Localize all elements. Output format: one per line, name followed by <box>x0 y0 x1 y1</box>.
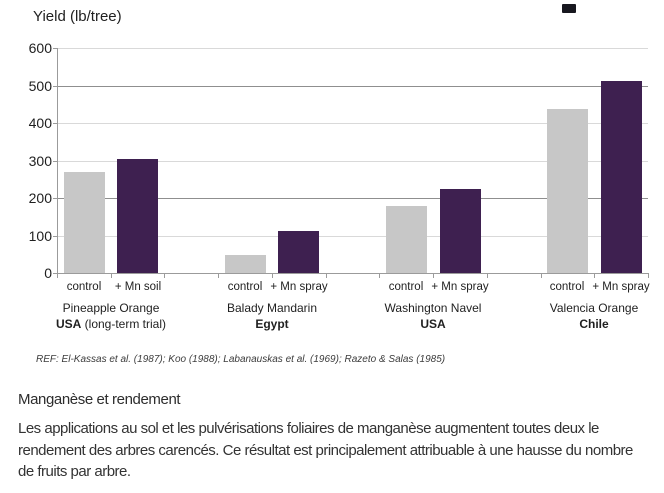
x-tick-mark-5 <box>326 274 327 278</box>
gridline-200 <box>57 198 648 199</box>
y-tick-label-0: 0 <box>44 265 52 281</box>
country-name: Egypt <box>255 317 289 331</box>
bar-balady-mandarin-control <box>225 255 266 273</box>
x-tick-mark-0 <box>57 274 58 278</box>
x-tick-mark-8 <box>487 274 488 278</box>
chart-reference: REF: El-Kassas et al. (1987); Koo (1988)… <box>36 354 446 365</box>
bar-label-0-0: control <box>66 281 102 293</box>
bar-label-1-1: + Mn spray <box>270 281 328 293</box>
country-name: USA <box>55 317 82 331</box>
gridline-100 <box>57 236 648 237</box>
y-tick-mark-0 <box>53 273 57 274</box>
y-tick-label-400: 400 <box>28 115 52 131</box>
y-tick-label-300: 300 <box>28 153 52 169</box>
variety-label-2: Washington Navel <box>384 301 482 315</box>
variety-label-1: Balady Mandarin <box>226 301 318 315</box>
gridline-300 <box>57 161 648 162</box>
y-tick-label-500: 500 <box>28 78 52 94</box>
y-tick-mark-600 <box>53 48 57 49</box>
section-heading: Manganèse et rendement <box>18 391 181 408</box>
country-label-0: USA (long-term trial) <box>56 317 166 331</box>
chart-title: Yield (lb/tree) <box>33 8 122 25</box>
country-note: (long-term trial) <box>81 317 167 331</box>
y-tick-label-600: 600 <box>28 40 52 56</box>
x-tick-mark-9 <box>541 274 542 278</box>
country-label-3: Chile <box>579 317 608 331</box>
x-tick-mark-2 <box>164 274 165 278</box>
country-label-2: USA <box>420 317 445 331</box>
gridline-400 <box>57 123 648 124</box>
y-tick-mark-300 <box>53 161 57 162</box>
bar-label-2-1: + Mn spray <box>431 281 489 293</box>
dark-rectangle-artifact <box>562 4 576 13</box>
x-tick-mark-4 <box>272 274 273 278</box>
bar-label-2-0: control <box>388 281 424 293</box>
x-tick-mark-3 <box>218 274 219 278</box>
bar-valencia-orange-Mnspray <box>601 81 642 273</box>
bar-washington-navel-Mnspray <box>440 189 481 273</box>
y-tick-label-100: 100 <box>28 228 52 244</box>
gridline-600 <box>57 48 648 49</box>
bar-valencia-orange-control <box>547 109 588 273</box>
y-axis-line <box>57 48 58 274</box>
x-tick-mark-1 <box>111 274 112 278</box>
y-tick-mark-500 <box>53 86 57 87</box>
bar-label-3-1: + Mn spray <box>592 281 650 293</box>
gridline-500 <box>57 86 648 87</box>
y-tick-mark-100 <box>53 236 57 237</box>
bar-pineapple-orange-control <box>64 172 105 273</box>
bar-washington-navel-control <box>386 206 427 273</box>
country-name: USA <box>420 317 446 331</box>
bar-label-1-0: control <box>227 281 263 293</box>
body-paragraph: Les applications au sol et les pulvérisa… <box>18 420 633 480</box>
x-tick-mark-6 <box>379 274 380 278</box>
country-label-1: Egypt <box>255 317 288 331</box>
x-tick-mark-10 <box>594 274 595 278</box>
x-axis-line <box>57 273 649 274</box>
bar-pineapple-orange-Mnsoil <box>117 159 158 273</box>
country-name: Chile <box>579 317 609 331</box>
bar-label-3-0: control <box>549 281 585 293</box>
x-tick-mark-11 <box>648 274 649 278</box>
variety-label-3: Valencia Orange <box>549 301 639 315</box>
y-tick-mark-200 <box>53 198 57 199</box>
y-tick-label-200: 200 <box>28 190 52 206</box>
y-tick-mark-400 <box>53 123 57 124</box>
variety-label-0: Pineapple Orange <box>62 301 160 315</box>
bar-balady-mandarin-Mnspray <box>278 231 319 273</box>
bar-label-0-1: + Mn soil <box>114 281 162 293</box>
x-tick-mark-7 <box>433 274 434 278</box>
